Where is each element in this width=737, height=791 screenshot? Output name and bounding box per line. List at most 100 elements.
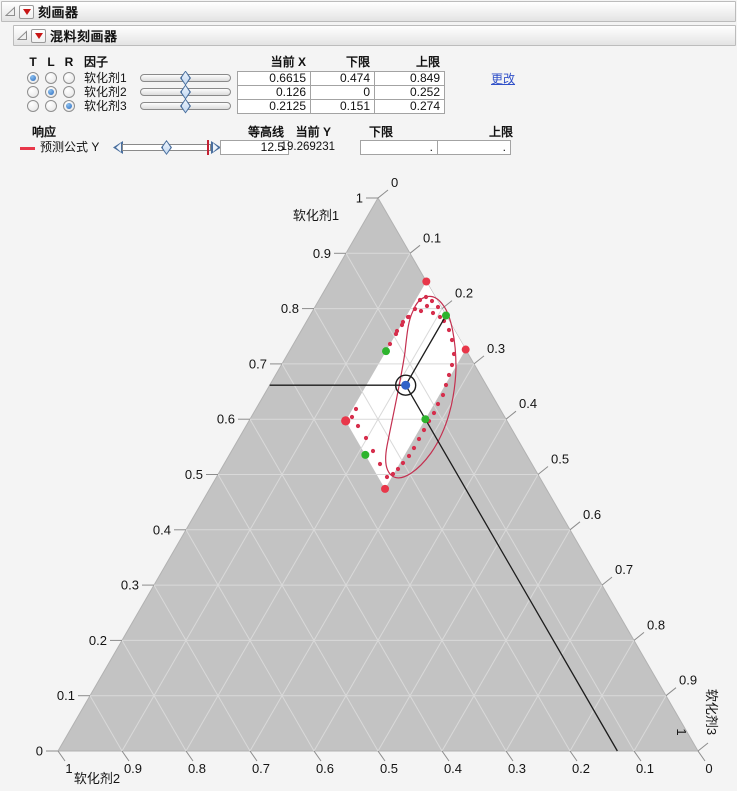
lower-limit-field[interactable]: 0.151 — [310, 99, 375, 114]
contour-dots — [349, 294, 457, 480]
response-section-header: 响应 — [32, 125, 57, 139]
svg-text:0.9: 0.9 — [124, 761, 142, 776]
slider-thumb[interactable] — [180, 70, 191, 86]
radio-t[interactable] — [27, 86, 39, 98]
slider-left-arrow-icon[interactable] — [113, 141, 123, 154]
design-points-green — [361, 311, 450, 459]
col-header-lower: 下限 — [345, 55, 370, 69]
svg-text:0.2: 0.2 — [89, 633, 107, 648]
factor-row: 软化剂2 0.126 0 0.252 — [0, 84, 540, 100]
panel-header-mixture-profiler[interactable]: 混料刻画器 — [13, 25, 736, 46]
slider-thumb[interactable] — [180, 84, 191, 100]
upper-limit-field[interactable]: 0.274 — [374, 99, 445, 114]
current-x-field[interactable]: 0.126 — [237, 85, 311, 100]
contour-level-field[interactable]: 12.5 — [220, 140, 289, 155]
axis-title-factor1: 软化剂1 — [293, 208, 339, 223]
response-upper-field[interactable]: . — [437, 140, 511, 155]
contour-slider[interactable] — [113, 140, 221, 155]
svg-text:0.6: 0.6 — [217, 412, 235, 427]
response-legend-line — [20, 147, 35, 150]
svg-text:1: 1 — [674, 728, 689, 735]
panel-title: 混料刻画器 — [50, 29, 118, 44]
radio-r[interactable] — [63, 72, 75, 84]
panel-title: 刻画器 — [38, 5, 79, 20]
change-link[interactable]: 更改 — [491, 72, 516, 86]
svg-text:0.6: 0.6 — [583, 507, 601, 522]
axis-title-factor3: 软化剂3 — [704, 689, 719, 735]
crosshair-lines — [269, 315, 618, 752]
factor-name: 软化剂3 — [84, 99, 127, 113]
grid-lines — [89, 252, 667, 752]
svg-text:0.4: 0.4 — [444, 761, 462, 776]
radio-t[interactable] — [27, 100, 39, 112]
svg-text:软化剂1: 软化剂1 — [293, 208, 339, 223]
current-x-field[interactable]: 0.2125 — [237, 99, 311, 114]
current-y-marker — [207, 140, 209, 155]
slider-thumb[interactable] — [161, 140, 172, 155]
svg-text:0.3: 0.3 — [121, 578, 139, 593]
svg-text:1: 1 — [65, 761, 72, 776]
radio-r[interactable] — [63, 86, 75, 98]
axis-ticks — [46, 189, 709, 762]
svg-text:0.1: 0.1 — [57, 688, 75, 703]
contour-curve — [385, 295, 457, 479]
col-header-current-x: 当前 X — [270, 55, 306, 69]
current-point-marker[interactable] — [394, 374, 417, 396]
red-triangle-menu-icon[interactable] — [31, 28, 46, 43]
factor-slider[interactable] — [140, 98, 231, 114]
radio-t[interactable] — [27, 72, 39, 84]
svg-text:1: 1 — [356, 191, 363, 206]
svg-text:0.1: 0.1 — [423, 230, 441, 245]
disclosure-triangle-icon[interactable] — [17, 30, 28, 41]
response-name: 预测公式 Y — [40, 140, 100, 154]
svg-text:0.9: 0.9 — [313, 246, 331, 261]
current-x-field[interactable]: 0.6615 — [237, 71, 311, 86]
svg-text:0.5: 0.5 — [551, 452, 569, 467]
radio-l[interactable] — [45, 100, 57, 112]
axis-tick-labels: 0 0 0 0.1 0.1 0.1 0.2 0.2 0.2 0.3 0.3 0.3 0.4 0.4 0.4 0… — [36, 175, 713, 776]
svg-text:0.2: 0.2 — [572, 761, 590, 776]
col-header-r: R — [64, 55, 74, 69]
factor-name: 软化剂1 — [84, 71, 127, 85]
slider-thumb[interactable] — [180, 98, 191, 114]
col-header-t: T — [29, 55, 37, 69]
col-header-l: L — [47, 55, 55, 69]
axis-title-factor2: 软化剂2 — [74, 771, 120, 786]
col-header-upper: 上限 — [415, 55, 440, 69]
upper-limit-field[interactable]: 0.849 — [374, 71, 445, 86]
factor-row: 软化剂1 0.6615 0.474 0.849 — [0, 70, 540, 86]
design-points-red — [341, 277, 470, 493]
svg-text:0: 0 — [391, 175, 398, 190]
factor-row: 软化剂3 0.2125 0.151 0.274 — [0, 98, 540, 114]
svg-text:0.1: 0.1 — [636, 761, 654, 776]
panel-header-profiler[interactable]: 刻画器 — [1, 1, 736, 22]
svg-text:0.7: 0.7 — [252, 761, 270, 776]
factor-slider[interactable] — [140, 84, 231, 100]
upper-limit-field[interactable]: 0.252 — [374, 85, 445, 100]
svg-text:0.8: 0.8 — [281, 301, 299, 316]
col-header-current-y: 当前 Y — [295, 125, 331, 139]
radio-l[interactable] — [45, 86, 57, 98]
svg-text:0.8: 0.8 — [188, 761, 206, 776]
lower-limit-field[interactable]: 0.474 — [310, 71, 375, 86]
response-lower-field[interactable]: . — [360, 140, 438, 155]
svg-text:0: 0 — [36, 744, 43, 759]
current-y-value: 19.269231 — [280, 141, 335, 153]
slider-right-arrow-icon[interactable] — [211, 141, 221, 154]
col-header-factor: 因子 — [84, 55, 109, 69]
svg-text:0.5: 0.5 — [185, 467, 203, 482]
disclosure-triangle-icon[interactable] — [5, 6, 16, 17]
lower-limit-field[interactable]: 0 — [310, 85, 375, 100]
col-header-lower: 下限 — [368, 125, 393, 139]
svg-text:0.2: 0.2 — [455, 286, 473, 301]
svg-text:0.7: 0.7 — [249, 356, 267, 371]
radio-r[interactable] — [63, 100, 75, 112]
svg-text:0.8: 0.8 — [647, 617, 665, 632]
red-triangle-menu-icon[interactable] — [19, 4, 34, 19]
svg-text:软化剂2: 软化剂2 — [74, 771, 120, 786]
svg-text:0.7: 0.7 — [615, 562, 633, 577]
radio-l[interactable] — [45, 72, 57, 84]
factor-slider[interactable] — [140, 70, 231, 86]
svg-text:软化剂3: 软化剂3 — [704, 689, 719, 735]
